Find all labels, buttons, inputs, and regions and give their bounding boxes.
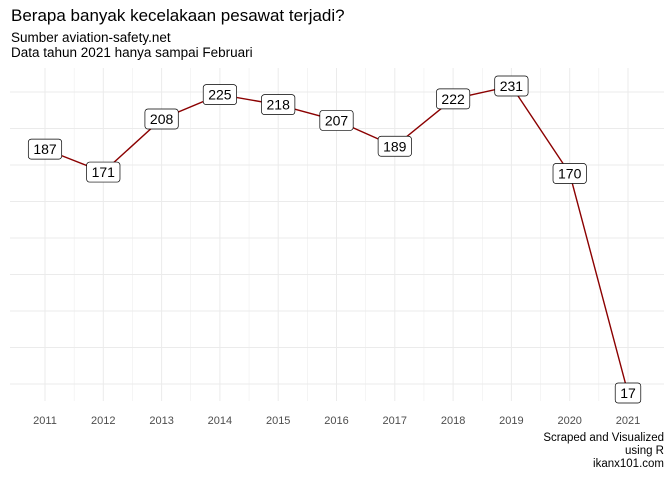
x-tick-label: 2020 bbox=[557, 415, 581, 427]
data-label-text: 189 bbox=[383, 138, 407, 154]
caption-line-3: ikanx101.com bbox=[593, 458, 664, 470]
x-tick-label: 2019 bbox=[499, 415, 523, 427]
data-label-box bbox=[552, 163, 587, 184]
data-label-text: 17 bbox=[620, 385, 636, 401]
data-label: 225 bbox=[202, 84, 237, 105]
data-label-box bbox=[27, 138, 63, 160]
data-label-text: 171 bbox=[92, 164, 116, 180]
x-tick-label: 2018 bbox=[441, 415, 465, 427]
data-label: 17 bbox=[614, 382, 642, 404]
data-label-text: 218 bbox=[267, 97, 291, 113]
chart-subtitle: Sumber aviation-safety.net Data tahun 20… bbox=[11, 30, 253, 60]
data-label: 231 bbox=[494, 75, 529, 97]
data-label-text: 222 bbox=[441, 91, 465, 107]
data-label-text: 231 bbox=[500, 78, 524, 94]
data-label-box bbox=[202, 84, 237, 105]
data-label: 170 bbox=[552, 163, 587, 184]
x-tick-label: 2012 bbox=[91, 415, 115, 427]
x-tick-label: 2011 bbox=[33, 415, 57, 427]
data-label-box bbox=[436, 88, 471, 110]
data-label-text: 187 bbox=[33, 141, 57, 157]
x-tick-label: 2015 bbox=[266, 415, 290, 427]
data-label: 187 bbox=[27, 138, 63, 160]
data-label: 171 bbox=[86, 161, 121, 183]
data-label-text: 170 bbox=[558, 166, 582, 182]
x-tick-label: 2016 bbox=[324, 415, 348, 427]
data-label-text: 208 bbox=[150, 111, 174, 127]
grid bbox=[10, 68, 664, 401]
data-labels: 187 171 208 225 218 207 189 222 231 170 17 bbox=[27, 75, 642, 404]
x-tick-label: 2014 bbox=[208, 415, 232, 427]
chart-caption: Scraped and Visualized using R ikanx101.… bbox=[543, 432, 664, 471]
data-label: 208 bbox=[144, 108, 179, 130]
data-label: 189 bbox=[377, 135, 412, 157]
caption-line-2: using R bbox=[625, 445, 664, 457]
chart-title: Berapa banyak kecelakaan pesawat terjadi… bbox=[11, 6, 345, 25]
data-label-text: 225 bbox=[208, 87, 232, 103]
data-label-box bbox=[377, 135, 412, 157]
subtitle-line-source: Sumber aviation-safety.net bbox=[11, 30, 171, 45]
data-label-box bbox=[144, 108, 179, 130]
data-label-box bbox=[319, 110, 354, 131]
x-tick-label: 2021 bbox=[616, 415, 640, 427]
data-label-box bbox=[261, 94, 296, 115]
data-label: 207 bbox=[319, 110, 354, 131]
x-axis-ticks: 2011 2012 2013 2014 2015 2016 2017 2018 2019 2020… bbox=[33, 415, 640, 427]
data-label-box bbox=[494, 75, 529, 97]
data-label-box bbox=[86, 161, 121, 183]
data-label: 218 bbox=[261, 94, 296, 115]
subtitle-line-note: Data tahun 2021 hanya sampai Februari bbox=[11, 45, 253, 60]
data-label-text: 207 bbox=[325, 112, 349, 128]
caption-line-1: Scraped and Visualized bbox=[543, 432, 664, 444]
data-label-box bbox=[614, 382, 642, 404]
x-tick-label: 2013 bbox=[149, 415, 173, 427]
x-tick-label: 2017 bbox=[383, 415, 407, 427]
data-label: 222 bbox=[436, 88, 471, 110]
